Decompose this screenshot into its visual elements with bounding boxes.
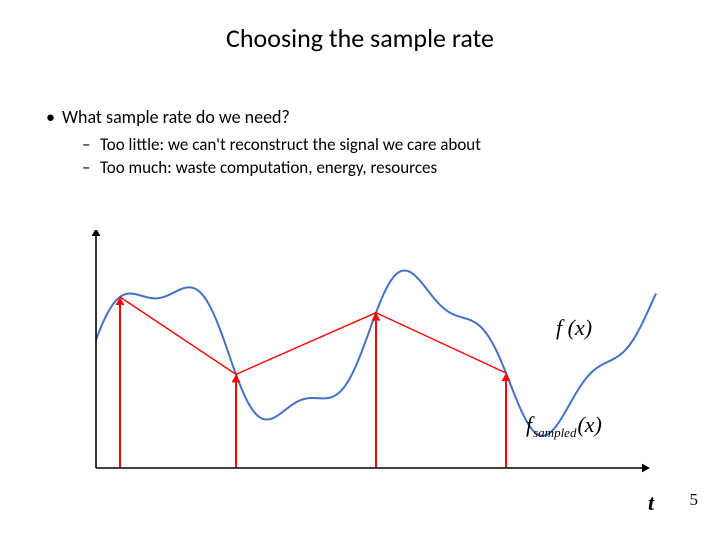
fx-label: f (x) bbox=[556, 315, 592, 341]
slide: Choosing the sample rate What sample rat… bbox=[0, 0, 720, 540]
bullet-l2a: Too little: we can't reconstruct the sig… bbox=[40, 134, 680, 155]
sample-polyline bbox=[120, 297, 506, 374]
signal-chart bbox=[76, 230, 658, 480]
sample-arrowhead bbox=[502, 373, 511, 381]
slide-title: Choosing the sample rate bbox=[0, 22, 720, 54]
bullet-l1: What sample rate do we need? bbox=[40, 106, 680, 128]
fs-suffix: (x) bbox=[577, 412, 601, 437]
t-axis-label: t bbox=[648, 490, 654, 516]
page-number: 5 bbox=[690, 490, 699, 510]
bullet-list: What sample rate do we need? Too little:… bbox=[40, 106, 680, 180]
x-axis-arrow bbox=[642, 464, 650, 473]
fsampled-label: fsampled(x) bbox=[526, 412, 602, 441]
fs-sub: sampled bbox=[532, 425, 577, 440]
sample-arrowhead bbox=[232, 374, 241, 382]
y-axis-arrow bbox=[92, 230, 101, 236]
bullet-l2b: Too much: waste computation, energy, res… bbox=[40, 157, 680, 178]
